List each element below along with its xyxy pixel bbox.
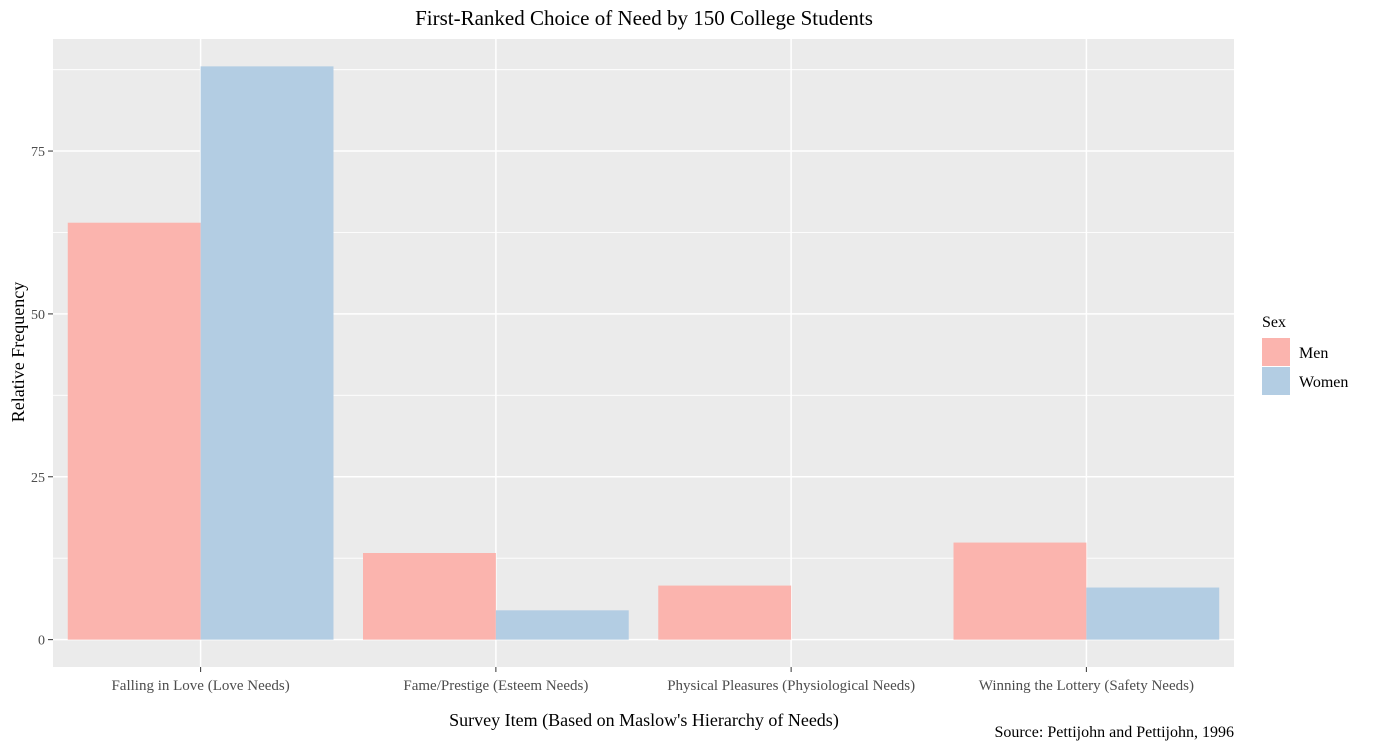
bar-men [953,542,1087,640]
chart-title: First-Ranked Choice of Need by 150 Colle… [415,6,873,30]
legend-title: Sex [1262,314,1286,331]
bar-men [363,552,496,640]
source-caption: Source: Pettijohn and Pettijohn, 1996 [994,724,1234,741]
x-tick-label: Falling in Love (Love Needs) [111,678,289,694]
y-tick-label: 0 [38,634,45,649]
bar-women [200,66,334,640]
y-tick-label: 25 [31,471,45,486]
x-axis-title: Survey Item (Based on Maslow's Hierarchy… [449,710,839,731]
x-axis: Falling in Love (Love Needs) Fame/Prestig… [111,667,1194,694]
bar-men [67,222,201,640]
bars [67,66,1220,640]
legend-label-women: Women [1299,374,1348,391]
legend-label-men: Men [1299,345,1328,362]
y-axis: 0 25 50 75 [31,145,53,649]
legend-key-men [1262,338,1290,366]
y-tick-label: 75 [31,145,45,160]
legend-key-women [1262,367,1290,395]
bar-women [495,610,629,640]
bar-women [1086,587,1220,640]
bar-men [658,585,792,640]
y-axis-title: Relative Frequency [8,282,28,422]
x-tick-label: Physical Pleasures (Physiological Needs) [667,678,915,694]
y-tick-label: 50 [31,308,45,323]
x-tick-label: Winning the Lottery (Safety Needs) [979,678,1194,694]
x-tick-label: Fame/Prestige (Esteem Needs) [403,678,588,694]
legend: Sex Men Women [1262,314,1348,395]
